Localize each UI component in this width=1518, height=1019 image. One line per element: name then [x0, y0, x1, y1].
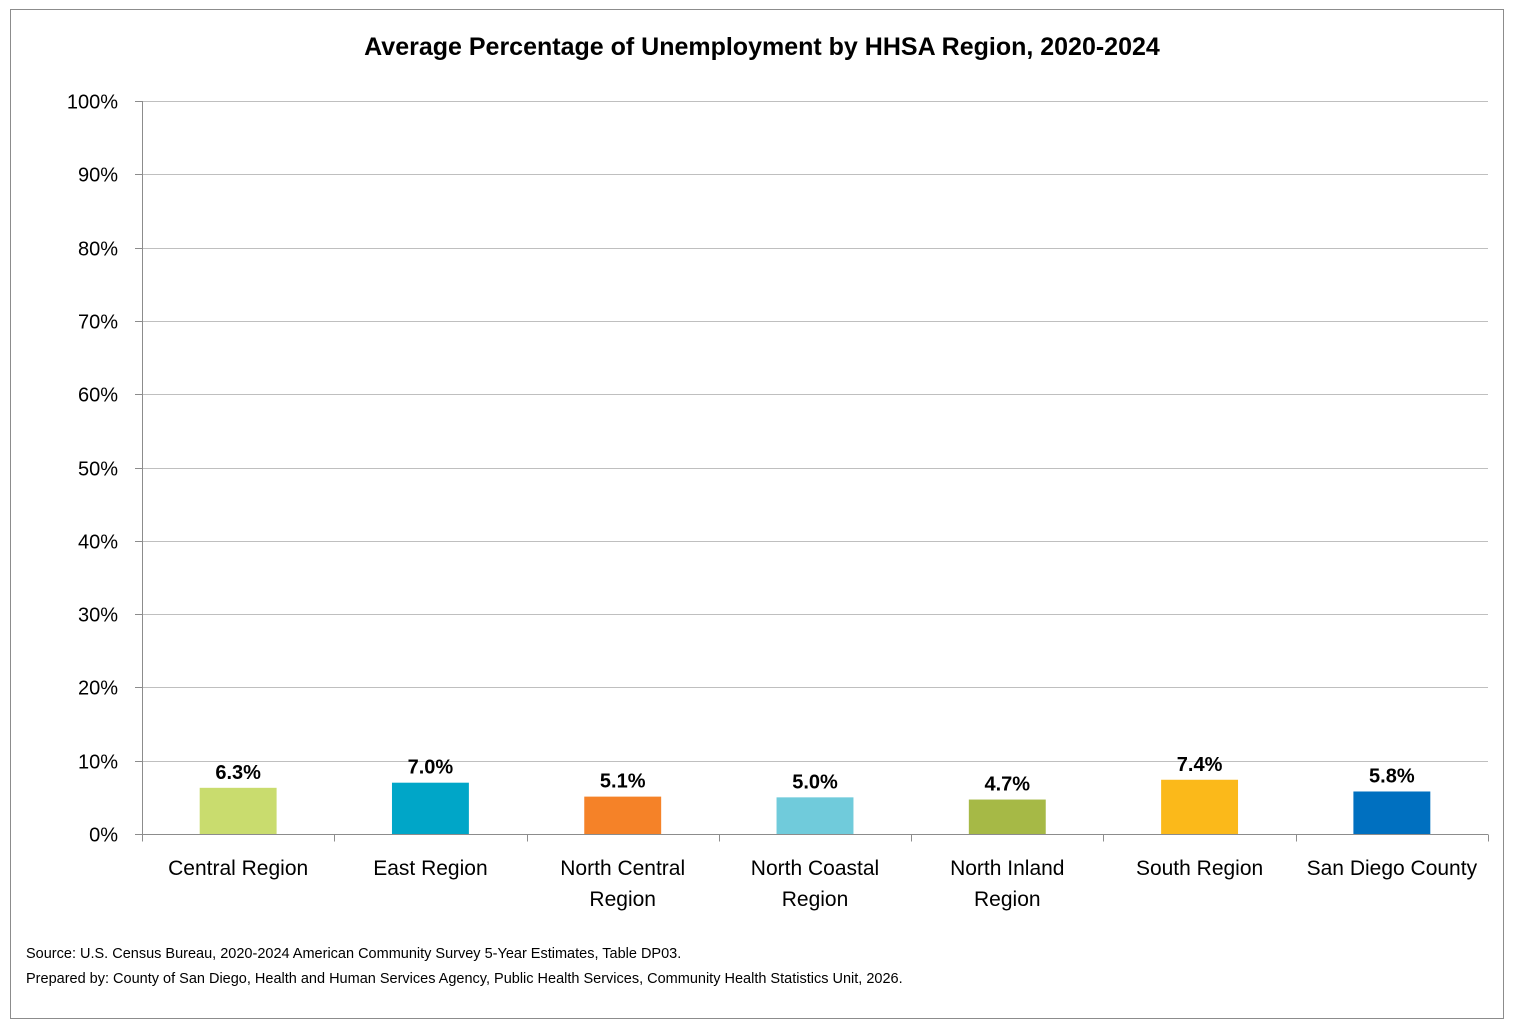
y-tick-label: 70% [78, 312, 118, 334]
bar [968, 799, 1046, 834]
x-tick-label: North Inland [950, 857, 1064, 880]
source-note: Source: U.S. Census Bureau, 2020-2024 Am… [26, 946, 682, 962]
chart-frame [10, 9, 1504, 1019]
x-tick-label: North Central [560, 857, 685, 880]
x-tick-label: East Region [373, 857, 487, 880]
bar [776, 797, 854, 834]
data-label: 7.4% [1177, 754, 1223, 776]
y-tick-label: 60% [78, 385, 118, 407]
data-label: 5.1% [600, 771, 646, 793]
x-tick-label: San Diego County [1307, 857, 1478, 880]
data-label: 5.8% [1369, 765, 1415, 787]
y-tick-label: 100% [67, 92, 118, 114]
y-tick-label: 50% [78, 459, 118, 481]
data-label: 4.7% [984, 774, 1030, 796]
x-tick-label: Central Region [168, 857, 308, 880]
bar [1353, 791, 1431, 834]
axes [135, 101, 1489, 842]
data-labels: 6.3% 7.0% 5.1% 5.0% 4.7% 7.4% 5.8% [215, 754, 1415, 796]
bar [391, 782, 469, 834]
bar [199, 787, 277, 834]
x-tick-label: Region [589, 888, 656, 911]
x-tick-label: North Coastal [751, 857, 879, 880]
x-tick-label: South Region [1136, 857, 1263, 880]
bar [584, 796, 662, 834]
chart-title: Average Percentage of Unemployment by HH… [364, 33, 1160, 61]
data-label: 7.0% [408, 757, 454, 779]
data-label: 6.3% [215, 762, 261, 784]
data-label: 5.0% [792, 771, 838, 793]
y-tick-label: 30% [78, 605, 118, 627]
gridlines [142, 101, 1488, 762]
y-tick-label: 80% [78, 239, 118, 261]
y-tick-label: 40% [78, 532, 118, 554]
bar [1161, 779, 1239, 834]
x-tick-label: Region [974, 888, 1041, 911]
prepared-by-note: Prepared by: County of San Diego, Health… [26, 971, 903, 987]
x-tick-label: Region [782, 888, 849, 911]
bars [199, 779, 1431, 834]
y-tick-label: 90% [78, 165, 118, 187]
x-tick-labels: Central Region East Region North Central Re… [168, 857, 1477, 911]
y-tick-label: 20% [78, 678, 118, 700]
y-tick-label: 0% [89, 825, 118, 847]
y-tick-labels: 0% 10% 20% 30% 40% 50% 60% 70% 80% 90% 100% [67, 92, 118, 847]
y-tick-label: 10% [78, 752, 118, 774]
